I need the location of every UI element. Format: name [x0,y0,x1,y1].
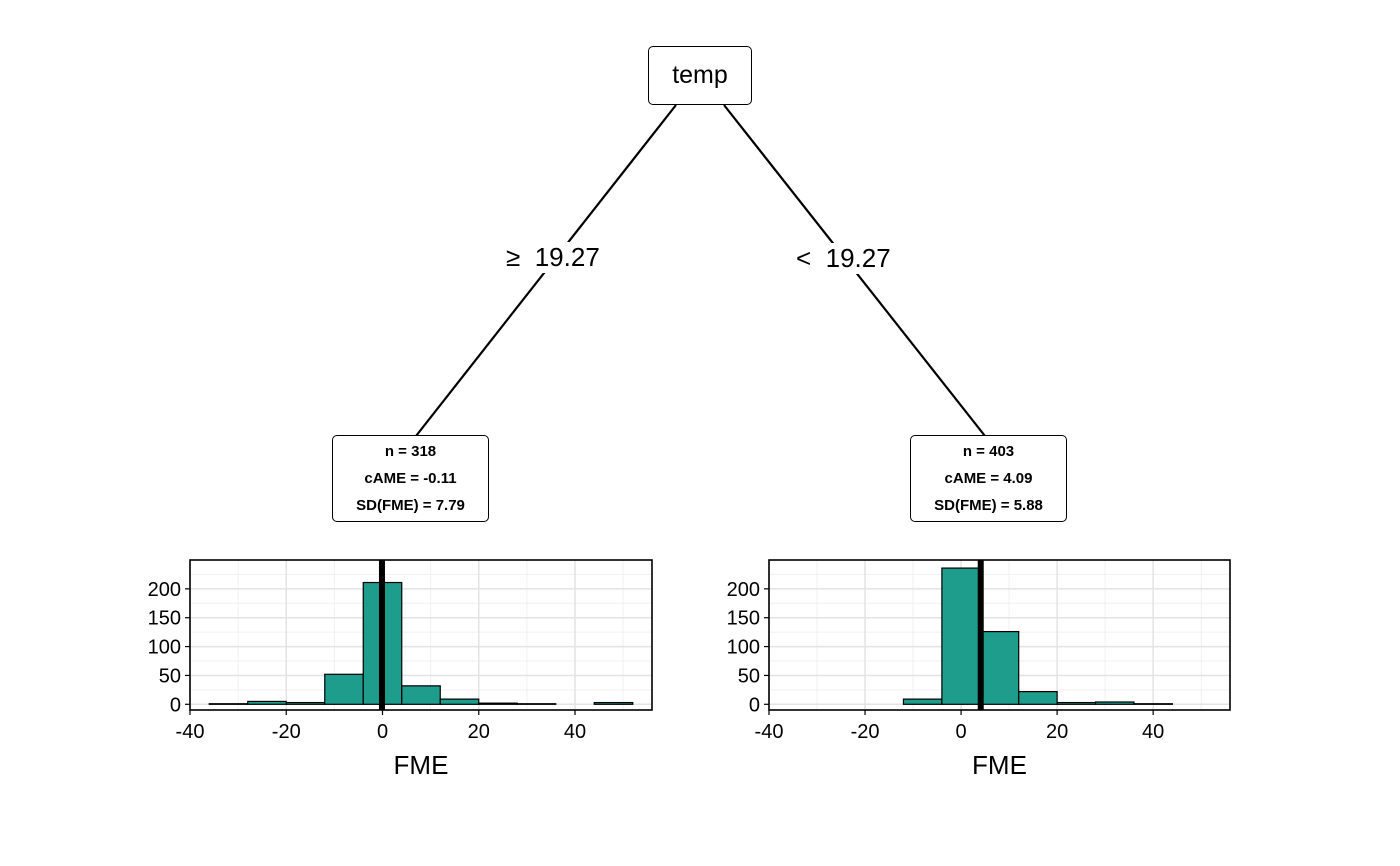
y-tick-label: 150 [727,608,760,630]
x-axis-label: FME [394,750,449,780]
histogram-bar-left-6 [439,698,480,705]
x-tick-label: 20 [1046,721,1068,743]
edge-label-right: < 19.27 [790,243,897,274]
y-tick-label: 50 [738,665,760,687]
leaf-right-n: n = 403 [962,443,1015,460]
leaf-node-right: n = 403 cAME = 4.09 SD(FME) = 5.88 [910,435,1067,522]
histogram-bar-right-5 [979,630,1020,705]
x-tick-label: 40 [564,721,586,743]
leaf-right-came: cAME = 4.09 [944,470,1033,487]
histogram-bar-right-9 [1133,703,1173,705]
histogram-bar-left-0 [208,703,249,705]
histogram-bar-left-5 [401,685,441,705]
histogram-bar-left-2 [285,701,326,705]
x-tick-label: 0 [956,721,967,743]
histogram-bar-right-3 [902,698,943,705]
leaf-left-came: cAME = -0.11 [364,470,457,487]
panel-border [189,559,653,711]
histogram-bar-left-10 [593,701,634,705]
x-tick-label: 20 [468,721,490,743]
y-tick-label: 100 [148,637,181,659]
histogram-bar-left-8 [516,703,557,705]
histogram-bar-right-6 [1018,691,1058,705]
root-node-label: temp [672,61,728,89]
y-tick-label: 200 [727,579,760,601]
histogram-right: 0 50 100 150 200 -40 -20 0 20 40 FME [727,559,1231,780]
leaf-right-sd: SD(FME) = 5.88 [934,497,1043,514]
leaf-left-sd: SD(FME) = 7.79 [356,497,465,514]
x-axis-label: FME [972,750,1027,780]
y-tick-label: 0 [170,694,181,716]
y-tick-label: 50 [159,665,181,687]
histogram-bar-left-7 [478,702,518,705]
histogram-bar-right-4 [941,567,981,705]
x-tick-label: 0 [377,721,388,743]
y-tick-label: 100 [727,637,760,659]
y-tick-label: 0 [749,694,760,716]
y-tick-label: 200 [148,579,181,601]
x-tick-label: -20 [851,721,880,743]
edge-label-left: ≥ 19.27 [500,242,606,273]
x-tick-label: 40 [1142,721,1164,743]
x-tick-label: -40 [755,721,784,743]
root-node: temp [648,46,752,105]
histogram-bar-right-8 [1094,701,1135,705]
leaf-node-left: n = 318 cAME = -0.11 SD(FME) = 7.79 [332,435,489,522]
histogram-left: 0 50 100 150 200 -40 -20 0 20 40 FME [148,559,653,780]
histogram-bar-left-3 [324,673,364,705]
leaf-left-n: n = 318 [384,443,437,460]
panel-border [768,559,1231,711]
y-tick-label: 150 [148,608,181,630]
histogram-bar-left-1 [247,700,287,705]
x-tick-label: -40 [176,721,205,743]
histogram-bar-right-7 [1056,701,1097,705]
x-tick-label: -20 [272,721,301,743]
